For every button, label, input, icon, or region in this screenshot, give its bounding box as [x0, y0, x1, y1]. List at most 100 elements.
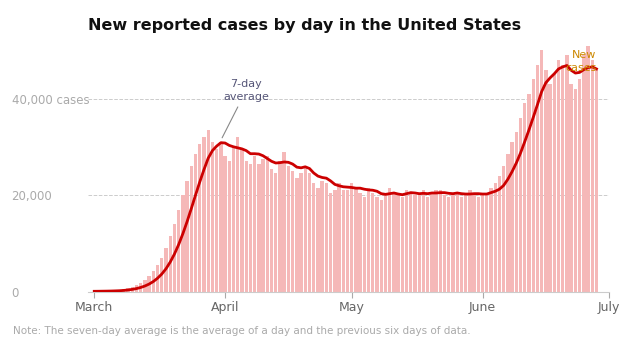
Bar [447, 197, 450, 292]
Bar [350, 183, 354, 292]
Bar [435, 190, 438, 292]
Bar [472, 193, 476, 292]
Bar [511, 142, 514, 292]
Bar [401, 197, 404, 292]
Bar [194, 154, 197, 292]
Bar [438, 190, 442, 292]
Bar [574, 89, 577, 292]
Bar [587, 45, 590, 292]
Bar [519, 118, 522, 292]
Bar [565, 55, 568, 292]
Bar [485, 193, 489, 292]
Bar [489, 188, 493, 292]
Bar [376, 197, 379, 292]
Bar [278, 161, 281, 292]
Bar [261, 159, 265, 292]
Bar [131, 287, 134, 292]
Bar [590, 60, 594, 292]
Bar [557, 60, 560, 292]
Bar [363, 197, 366, 292]
Bar [325, 183, 328, 292]
Bar [274, 173, 278, 292]
Bar [367, 188, 371, 292]
Bar [257, 164, 261, 292]
Bar [359, 193, 362, 292]
Bar [570, 84, 573, 292]
Bar [561, 65, 565, 292]
Bar [388, 188, 391, 292]
Bar [481, 195, 484, 292]
Text: New
cases: New cases [565, 50, 597, 73]
Bar [135, 285, 138, 292]
Bar [464, 193, 467, 292]
Bar [342, 190, 345, 292]
Bar [409, 193, 413, 292]
Bar [455, 193, 459, 292]
Bar [582, 55, 585, 292]
Bar [202, 137, 206, 292]
Bar [266, 157, 269, 292]
Bar [540, 50, 543, 292]
Bar [308, 173, 311, 292]
Bar [122, 289, 126, 292]
Bar [405, 190, 408, 292]
Bar [253, 157, 256, 292]
Bar [101, 291, 104, 292]
Bar [578, 79, 582, 292]
Bar [502, 166, 506, 292]
Bar [148, 276, 151, 292]
Bar [303, 166, 307, 292]
Bar [320, 181, 324, 292]
Bar [430, 193, 433, 292]
Bar [498, 176, 501, 292]
Bar [506, 154, 509, 292]
Bar [177, 210, 180, 292]
Bar [165, 248, 168, 292]
Bar [300, 173, 303, 292]
Bar [241, 149, 244, 292]
Bar [270, 168, 273, 292]
Bar [396, 195, 400, 292]
Bar [244, 161, 248, 292]
Bar [126, 288, 130, 292]
Bar [371, 193, 374, 292]
Bar [317, 188, 320, 292]
Bar [392, 193, 396, 292]
Bar [139, 283, 143, 292]
Bar [544, 69, 548, 292]
Bar [118, 290, 121, 292]
Bar [109, 291, 113, 292]
Bar [173, 224, 176, 292]
Bar [219, 142, 222, 292]
Bar [114, 290, 117, 292]
Bar [287, 166, 290, 292]
Bar [460, 197, 463, 292]
Bar [160, 258, 163, 292]
Bar [181, 195, 185, 292]
Bar [312, 183, 315, 292]
Bar [452, 193, 455, 292]
Bar [249, 164, 252, 292]
Bar [548, 84, 552, 292]
Bar [418, 193, 421, 292]
Bar [413, 195, 417, 292]
Bar [198, 144, 202, 292]
Bar [227, 161, 231, 292]
Bar [443, 195, 447, 292]
Bar [168, 236, 172, 292]
Bar [531, 79, 535, 292]
Bar [156, 265, 160, 292]
Bar [224, 157, 227, 292]
Bar [494, 183, 497, 292]
Bar [354, 188, 357, 292]
Bar [283, 152, 286, 292]
Bar [514, 132, 518, 292]
Bar [528, 94, 531, 292]
Text: Note: The seven-day average is the average of a day and the previous six days of: Note: The seven-day average is the avera… [13, 326, 470, 336]
Text: 7-day
average: 7-day average [222, 79, 269, 138]
Bar [337, 183, 341, 292]
Bar [215, 149, 219, 292]
Text: New reported cases by day in the United States: New reported cases by day in the United … [88, 18, 521, 33]
Bar [422, 190, 425, 292]
Bar [346, 190, 349, 292]
